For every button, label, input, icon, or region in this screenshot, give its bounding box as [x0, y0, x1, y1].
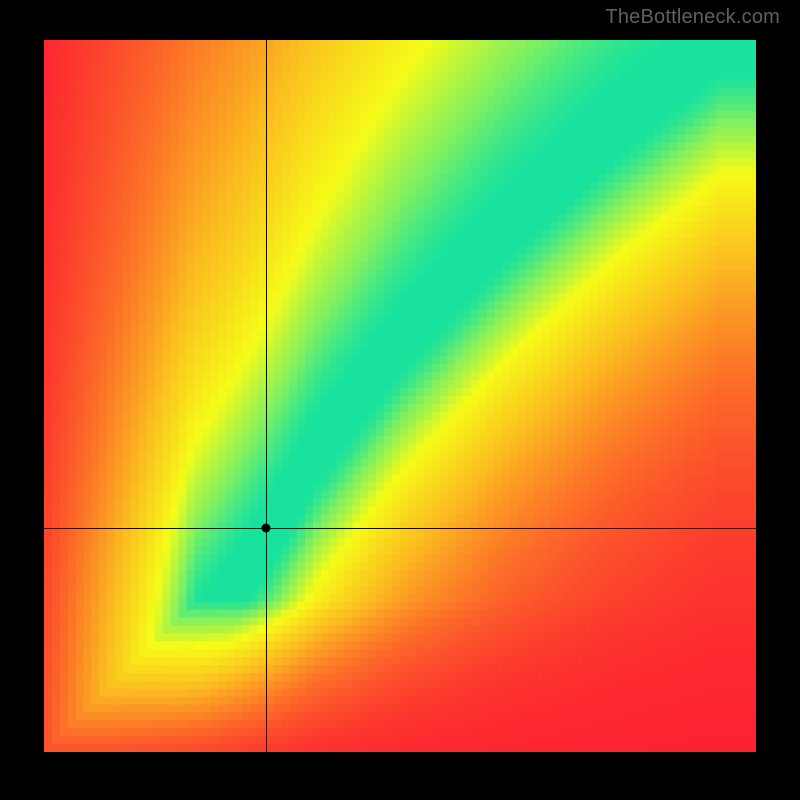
crosshair-vertical [266, 40, 267, 752]
crosshair-marker [262, 523, 271, 532]
heatmap-svg [44, 40, 756, 752]
crosshair-horizontal [44, 528, 756, 529]
bottleneck-heatmap [44, 40, 756, 752]
watermark-text: TheBottleneck.com [605, 6, 780, 29]
